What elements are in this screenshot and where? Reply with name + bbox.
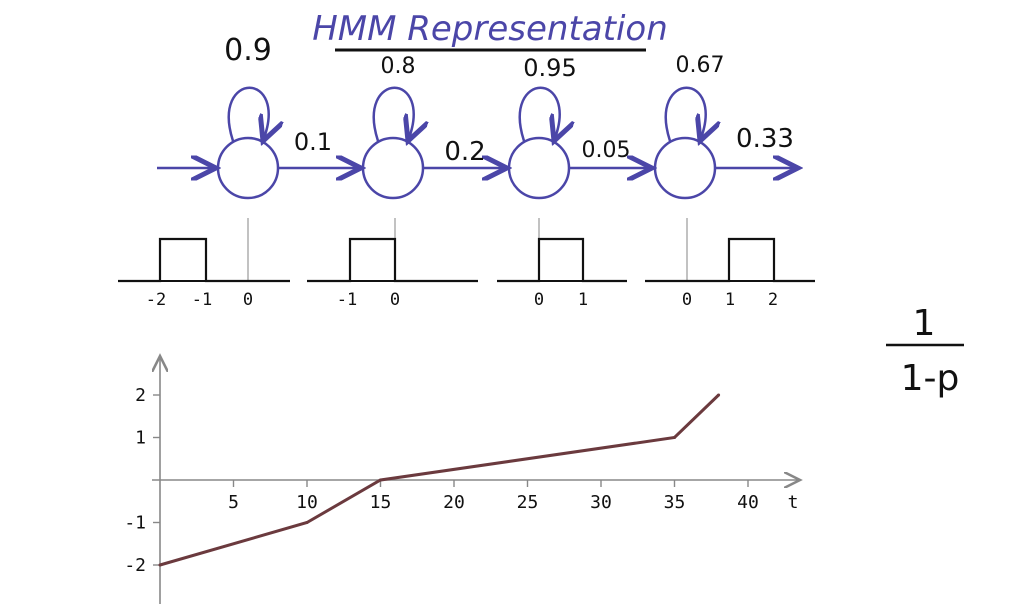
pulse-tick-label: 2 [768,290,778,310]
pulse-tick-label: 1 [578,290,588,310]
x-tick-label: 35 [664,492,686,513]
hmm-state-4: 0.67 [653,53,725,200]
transition-label-3: 0.05 [582,138,631,163]
data-point [673,436,676,439]
pulse-shape [307,237,478,283]
pulse-tick-label: -1 [337,290,357,310]
pulse-tick-label: -2 [146,290,166,310]
x-tick-label: 20 [443,492,465,513]
self-loop-arrow [372,86,414,141]
line-chart: t 5 10 15 20 25 30 35 40 2 1 -1 -2 [124,356,800,604]
y-tick-label: -2 [124,555,146,576]
pulse-plot-3: 0 1 [497,218,627,310]
pulse-plot-4: 0 1 2 [645,218,815,310]
transition-label-2: 0.2 [444,137,485,167]
formula-numerator: 1 [913,303,936,344]
pulse-plot-2: -1 0 [307,218,478,310]
pulse-tick-label: 1 [725,290,735,310]
page-title: HMM Representation [312,9,668,49]
y-tick-label: 2 [135,385,146,406]
data-point [717,393,721,397]
self-prob-label: 0.67 [676,53,725,78]
y-ticks: 2 1 -1 -2 [124,385,160,576]
data-point [158,563,162,567]
x-tick-label: 10 [296,492,318,513]
self-prob-label: 0.95 [523,54,576,82]
self-prob-label: 0.9 [224,33,272,68]
pulse-tick-label: 0 [534,290,544,310]
state-circle [216,136,280,200]
transition-label-1: 0.1 [294,128,332,156]
self-loop-arrow [518,86,560,141]
x-tick-label: 15 [370,492,392,513]
x-tick-label: 25 [517,492,539,513]
data-point [379,478,382,482]
hmm-state-3: 0.95 [507,54,577,200]
y-tick-label: -1 [124,513,146,534]
x-tick-label: 30 [590,492,612,513]
data-point [305,521,309,524]
hmm-state-2: 0.8 [361,54,425,200]
state-circle [507,136,571,200]
hmm-state-1: 0.9 [216,33,280,200]
side-formula: 1 1-p [886,303,964,399]
x-tick-label: 40 [737,492,759,513]
self-loop-arrow [227,86,269,141]
state-circle [653,136,717,200]
transition-label-4: 0.33 [736,124,794,154]
pulse-tick-label: 0 [682,290,692,310]
pulse-tick-label: 0 [390,290,400,310]
pulse-plot-1: -2 -1 0 [118,218,290,310]
y-tick-label: 1 [135,428,146,449]
pulse-shape [645,237,815,283]
pulse-shape [497,237,627,283]
formula-denominator: 1-p [901,358,960,399]
pulse-tick-label: 0 [243,290,253,310]
pulse-tick-label: -1 [192,290,212,310]
x-ticks: 5 10 15 20 25 30 35 40 [228,480,759,513]
series-points [158,393,721,567]
pulse-shape [118,237,290,283]
self-loop-arrow [664,86,706,141]
x-tick-label: 5 [228,492,239,513]
self-prob-label: 0.8 [381,54,416,79]
state-circle [361,136,425,200]
x-axis-label: t [788,492,799,513]
